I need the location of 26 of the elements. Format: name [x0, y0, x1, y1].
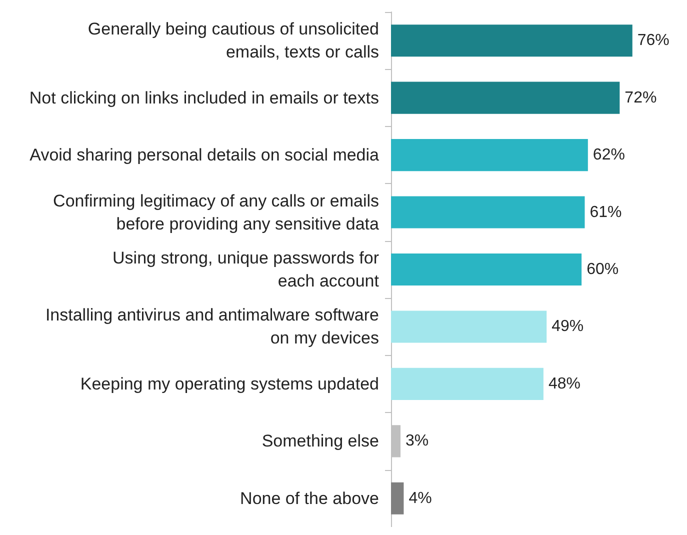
bar — [391, 253, 582, 286]
y-tick-label: Avoid sharing personal details on social media — [30, 146, 380, 165]
y-tick-label: Installing antivirus and antimalware software on my devices — [45, 306, 379, 348]
data-label: 61% — [590, 204, 622, 221]
bar — [391, 82, 620, 114]
data-label: 48% — [548, 375, 580, 392]
data-label: 76% — [637, 32, 670, 50]
data-label: 60% — [586, 261, 619, 278]
y-tick-label: Keeping my operating systems updated — [80, 374, 379, 394]
bar — [391, 139, 588, 172]
bar — [391, 368, 544, 400]
bar — [391, 310, 547, 343]
data-label: 3% — [406, 432, 429, 450]
y-tick-label: Confirming legitimacy of any calls or emails before providing any sensitive data — [53, 191, 380, 234]
data-label: 72% — [624, 89, 657, 106]
bar — [391, 196, 585, 228]
data-label: 49% — [552, 318, 584, 336]
data-label: 62% — [592, 146, 625, 164]
bar — [391, 482, 404, 514]
y-tick-label: Generally being cautious of unsolicited emails, texts or calls — [88, 20, 379, 62]
y-tick-label: None of the above — [240, 488, 379, 508]
y-tick-label: Not clicking on links included in emails or texts — [29, 88, 379, 108]
data-label: 4% — [408, 490, 432, 507]
y-tick-label: Something else — [262, 432, 379, 451]
bar — [391, 24, 632, 57]
y-tick-label: Using strong, unique passwords for each account — [112, 248, 380, 290]
